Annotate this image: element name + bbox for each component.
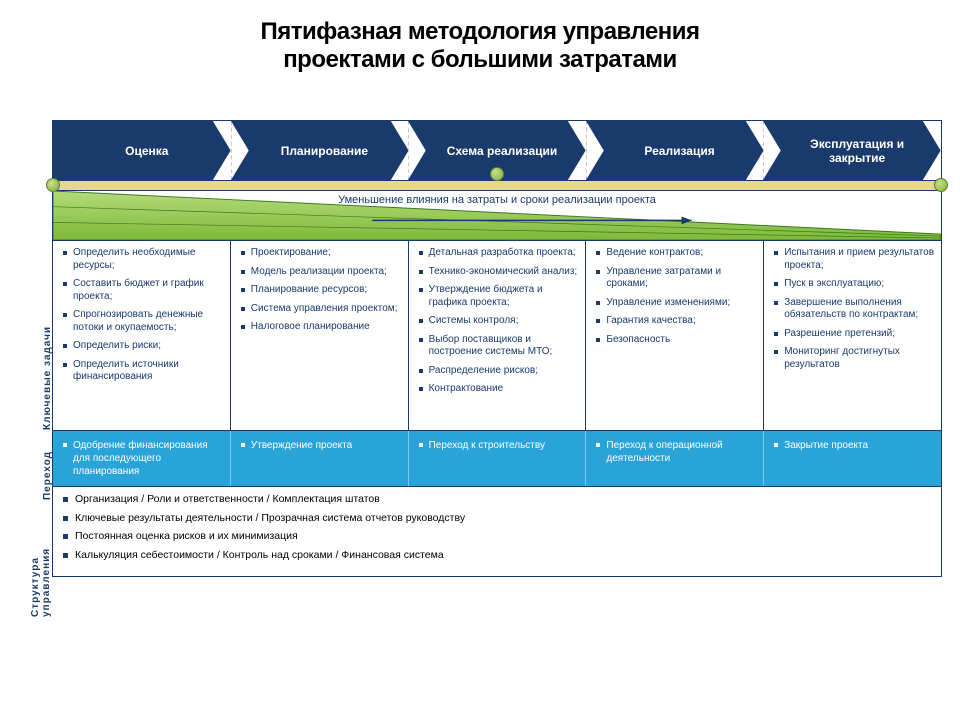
diagram-frame: Оценка Планирование Схема реализации Реа… xyxy=(52,120,942,577)
structure-item: Калькуляция себестоимости / Контроль над… xyxy=(61,549,933,563)
task-item: Безопасность xyxy=(594,334,757,347)
task-item: Система управления проектом; xyxy=(239,303,402,316)
task-item: Ведение контрактов; xyxy=(594,247,757,260)
tasks-column: Ведение контрактов; Управление затратами … xyxy=(585,241,763,430)
task-item: Завершение выполнения обязательств по ко… xyxy=(772,297,935,322)
side-label-structure: Структурауправления xyxy=(30,548,52,617)
transition-column: Одобрение финансирования для последующег… xyxy=(53,431,230,486)
structure-item: Постоянная оценка рисков и их минимизаци… xyxy=(61,530,933,544)
task-item: Мониторинг достигнутых результатов xyxy=(772,346,935,371)
timeline-knob-mid xyxy=(490,167,504,181)
transition-column: Переход к операционной деятельности xyxy=(585,431,763,486)
page-title: Пятифазная методология управления проект… xyxy=(0,0,960,78)
task-item: Системы контроля; xyxy=(417,315,580,328)
timeline-knob-left xyxy=(46,178,60,192)
task-item: Определить риски; xyxy=(61,340,224,353)
structure-item: Организация / Роли и ответственности / К… xyxy=(61,493,933,507)
task-item: Проектирование; xyxy=(239,247,402,260)
title-line-2: проектами с большими затратами xyxy=(40,46,920,74)
transition-item: Переход к операционной деятельности xyxy=(594,439,757,465)
task-item: Модель реализации проекта; xyxy=(239,266,402,279)
task-item: Гарантия качества; xyxy=(594,315,757,328)
transition-row: Одобрение финансирования для последующег… xyxy=(53,431,941,487)
task-item: Детальная разработка проекта; xyxy=(417,247,580,260)
wedge-label: Уменьшение влияния на затраты и сроки ре… xyxy=(53,194,941,206)
timeline-knob-right xyxy=(934,178,948,192)
task-item: Управление изменениями; xyxy=(594,297,757,310)
task-item: Определить источники финансирования xyxy=(61,359,224,384)
task-item: Выбор поставщиков и построение системы М… xyxy=(417,334,580,359)
phase-chevron: Планирование xyxy=(231,121,409,180)
task-item: Утверждение бюджета и графика проекта; xyxy=(417,284,580,309)
tasks-column: Определить необходимые ресурсы; Составить… xyxy=(53,241,230,430)
task-item: Определить необходимые ресурсы; xyxy=(61,247,224,272)
tasks-column: Проектирование; Модель реализации проекта… xyxy=(230,241,408,430)
transition-item: Одобрение финансирования для последующег… xyxy=(61,439,224,478)
transition-item: Переход к строительству xyxy=(417,439,580,452)
tasks-column: Испытания и прием результатов проекта; Пу… xyxy=(763,241,941,430)
phase-chevron: Реализация xyxy=(586,121,764,180)
transition-column: Переход к строительству xyxy=(408,431,586,486)
task-item: Планирование ресурсов; xyxy=(239,284,402,297)
title-line-1: Пятифазная методология управления xyxy=(40,18,920,46)
transition-column: Закрытие проекта xyxy=(763,431,941,486)
task-item: Налоговое планирование xyxy=(239,321,402,334)
task-item: Спрогнозировать денежные потоки и окупае… xyxy=(61,309,224,334)
task-item: Разрешение претензий; xyxy=(772,328,935,341)
side-label-transition: Переход xyxy=(42,451,53,500)
task-item: Управление затратами и сроками; xyxy=(594,266,757,291)
task-item: Распределение рисков; xyxy=(417,365,580,378)
timeline-bar xyxy=(53,181,941,191)
task-item: Составить бюджет и график проекта; xyxy=(61,278,224,303)
transition-item: Закрытие проекта xyxy=(772,439,935,452)
phase-chevron: Оценка xyxy=(53,121,231,180)
task-item: Контрактование xyxy=(417,383,580,396)
transition-item: Утверждение проекта xyxy=(239,439,402,452)
side-label-tasks: Ключевые задачи xyxy=(42,326,53,430)
phase-chevron: Эксплуатация и закрытие xyxy=(763,121,941,180)
influence-wedge: Уменьшение влияния на затраты и сроки ре… xyxy=(53,191,941,241)
task-item: Пуск в эксплуатацию; xyxy=(772,278,935,291)
structure-row: Организация / Роли и ответственности / К… xyxy=(53,487,941,576)
task-item: Технико-экономический анализ; xyxy=(417,266,580,279)
transition-column: Утверждение проекта xyxy=(230,431,408,486)
tasks-column: Детальная разработка проекта; Технико-эко… xyxy=(408,241,586,430)
structure-item: Ключевые результаты деятельности / Прозр… xyxy=(61,512,933,526)
task-item: Испытания и прием результатов проекта; xyxy=(772,247,935,272)
key-tasks-row: Определить необходимые ресурсы; Составить… xyxy=(53,241,941,431)
